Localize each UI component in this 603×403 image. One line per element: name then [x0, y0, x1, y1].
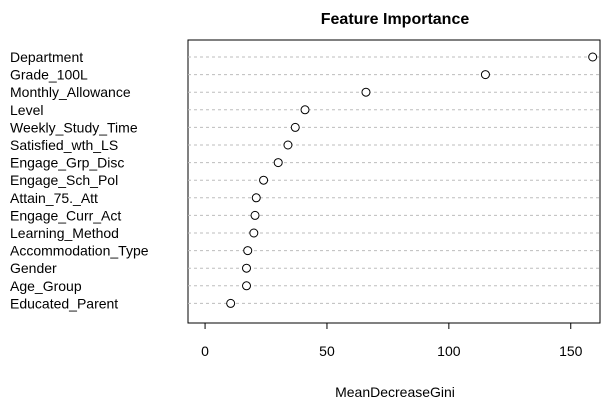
x-axis: 0 50 100 150	[201, 322, 583, 359]
category-label: Monthly_Allowance	[10, 84, 131, 100]
category-label: Level	[10, 102, 43, 118]
category-label: Weekly_Study_Time	[10, 119, 138, 135]
data-point	[480, 70, 490, 80]
data-point	[273, 158, 283, 168]
data-point	[290, 122, 300, 132]
category-label: Satisfied_wth_LS	[10, 137, 118, 153]
category-label: Learning_Method	[10, 225, 119, 241]
data-point	[243, 246, 253, 256]
category-label: Accommodation_Type	[10, 243, 149, 259]
data-point	[361, 87, 371, 97]
x-tick-label: 150	[559, 343, 583, 359]
plot-frame	[187, 39, 601, 324]
category-label: Attain_75._Att	[10, 190, 98, 206]
data-point	[259, 175, 269, 185]
data-point	[242, 281, 252, 291]
x-tick-label: 50	[319, 343, 335, 359]
data-point	[249, 228, 259, 238]
x-axis-label: MeanDecreaseGini	[335, 384, 455, 400]
data-point	[283, 140, 293, 150]
category-label: Age_Group	[10, 278, 82, 294]
data-point	[250, 210, 260, 220]
category-label: Gender	[10, 260, 57, 276]
category-label: Engage_Curr_Act	[10, 207, 121, 223]
category-label: Engage_Grp_Disc	[10, 155, 124, 171]
category-label: Department	[10, 49, 83, 65]
category-label: Educated_Parent	[10, 295, 118, 311]
data-point	[588, 52, 598, 62]
x-tick-label: 100	[437, 343, 461, 359]
category-label: Engage_Sch_Pol	[10, 172, 118, 188]
data-point	[300, 105, 310, 115]
data-point	[242, 263, 252, 273]
data-point	[226, 298, 236, 308]
chart-title: Feature Importance	[321, 11, 470, 28]
data-points	[226, 52, 598, 308]
category-label: Grade_100L	[10, 67, 88, 83]
data-point	[251, 193, 261, 203]
x-tick-label: 0	[201, 343, 209, 359]
